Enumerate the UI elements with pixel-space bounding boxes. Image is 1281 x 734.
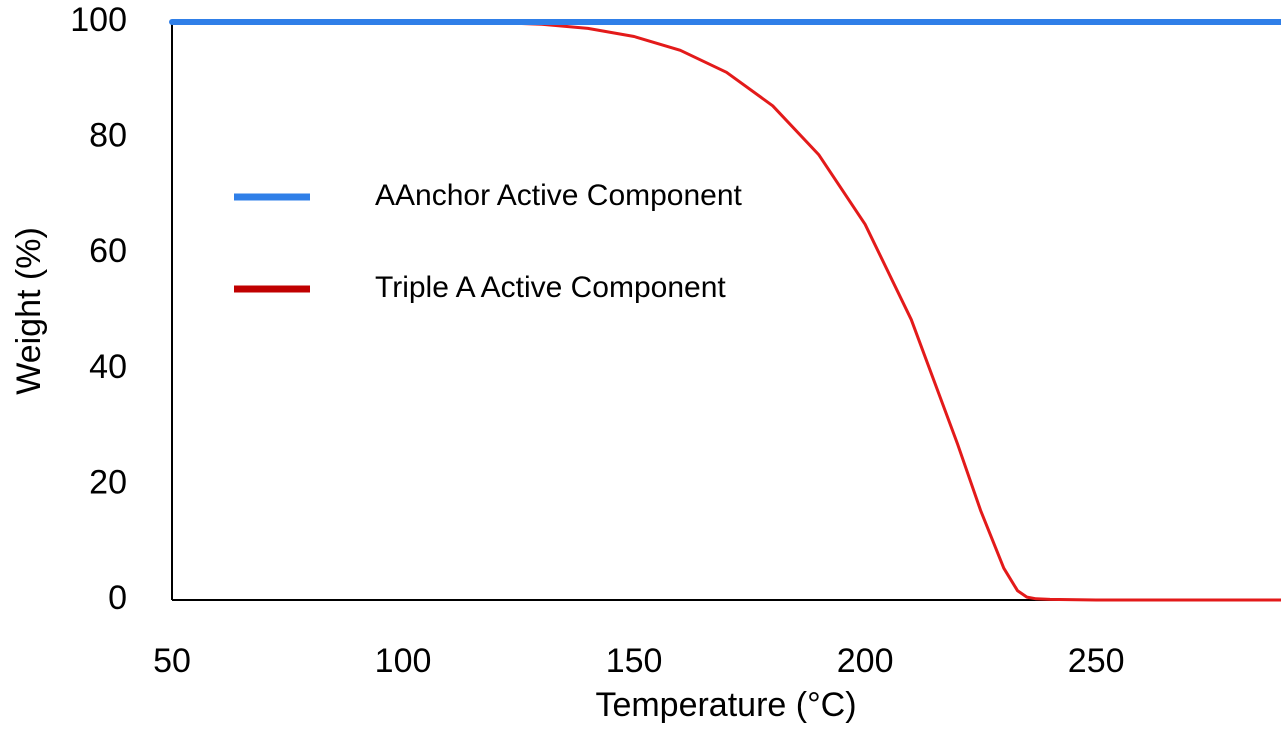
legend-label-aanchor: AAnchor Active Component — [375, 179, 743, 212]
x-tick-label: 50 — [153, 642, 191, 680]
legend-label-triple-a: Triple A Active Component — [375, 271, 726, 304]
y-tick-labels: 0 20 40 60 80 100 — [70, 1, 127, 617]
series-line-triple-a — [170, 20, 1281, 602]
legend: AAnchor Active Component Triple A Active… — [234, 179, 743, 304]
x-tick-labels: 50 100 150 200 250 — [153, 642, 1124, 680]
y-tick-label: 0 — [108, 579, 127, 617]
y-tick-label: 60 — [89, 232, 127, 270]
x-tick-label: 250 — [1068, 642, 1125, 680]
series-layer — [169, 19, 1281, 602]
x-tick-label: 200 — [837, 642, 894, 680]
y-tick-label: 80 — [89, 117, 127, 155]
x-axis-title: Temperature (°C) — [595, 686, 856, 724]
x-tick-label: 100 — [375, 642, 432, 680]
y-tick-label: 20 — [89, 463, 127, 501]
axes — [171, 22, 1281, 601]
y-tick-label: 100 — [70, 1, 127, 39]
y-tick-label: 40 — [89, 348, 127, 386]
x-tick-label: 150 — [606, 642, 663, 680]
y-axis-title: Weight (%) — [10, 227, 48, 395]
